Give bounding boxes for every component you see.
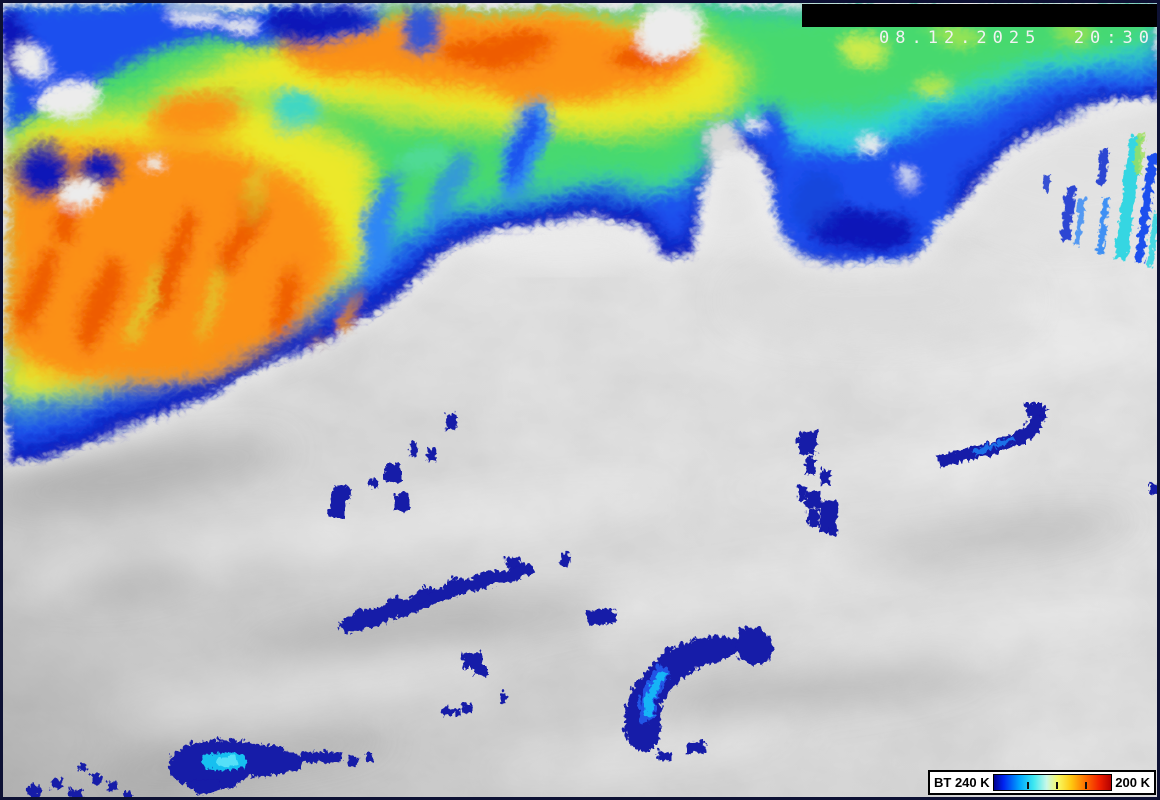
legend-gradient-bar: [992, 774, 1113, 791]
legend-tick: [1026, 782, 1029, 789]
cloud-streaks: [3, 327, 1155, 787]
legend-tick: [1055, 782, 1058, 789]
cold-edge-streaks: [1040, 130, 1157, 265]
cold-pixel-blobs: [26, 400, 1156, 797]
legend-overlay: BT 240 K 200 K: [928, 770, 1156, 795]
cold-band-layer: [3, 3, 1157, 457]
legend-bt-label: BT 240 K: [934, 775, 990, 790]
satellite-cloud-image: [3, 3, 1157, 797]
legend-tick: [1085, 782, 1088, 789]
timestamp-text: 08.12.2025 20:30: [879, 28, 1155, 48]
timestamp-overlay: 08.12.2025 20:30: [802, 4, 1157, 48]
legend-right-label: 200 K: [1115, 775, 1150, 790]
